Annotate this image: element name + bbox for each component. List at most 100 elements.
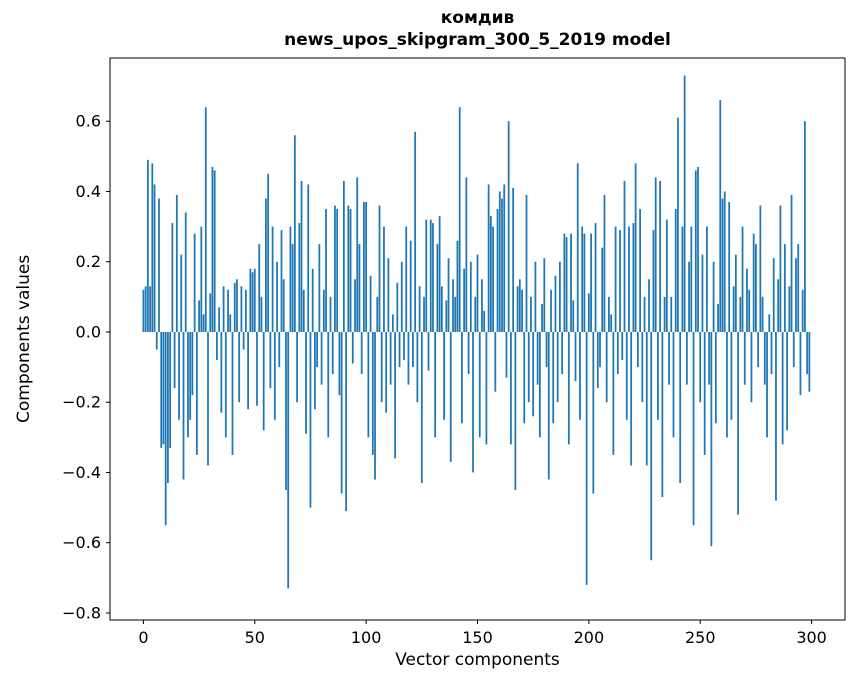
bar [670, 296, 673, 332]
bar [207, 331, 209, 466]
bar [182, 331, 185, 480]
bar [585, 331, 588, 585]
bar [643, 296, 646, 332]
bar [463, 268, 466, 332]
bar [603, 194, 606, 332]
bar [721, 198, 724, 332]
bar [445, 300, 448, 332]
bar [394, 331, 396, 459]
bar [211, 166, 214, 332]
bar [788, 286, 791, 332]
bar [755, 244, 757, 332]
y-tick-label: 0.4 [76, 182, 101, 201]
bar [383, 226, 385, 332]
x-tick-label: 150 [462, 628, 493, 647]
bar [797, 244, 800, 332]
bar [253, 268, 256, 332]
bar [501, 198, 503, 332]
bar [538, 331, 541, 438]
bar [510, 331, 512, 445]
bar [167, 331, 169, 484]
y-tick-label: −0.8 [62, 603, 101, 622]
bar [550, 289, 552, 332]
bar [200, 226, 203, 332]
bar [792, 331, 795, 368]
bar [282, 279, 285, 332]
bar [454, 296, 457, 332]
bar [240, 286, 243, 332]
bar [512, 187, 515, 332]
bar [734, 254, 737, 332]
bar [351, 331, 354, 364]
bar [592, 331, 595, 494]
bar [559, 261, 561, 332]
bar [474, 296, 477, 332]
bar [412, 331, 414, 368]
bar [772, 258, 775, 332]
bar [612, 331, 615, 455]
bar [790, 194, 793, 332]
bar [623, 180, 626, 332]
bar [534, 261, 537, 332]
bar [476, 254, 479, 332]
bar [242, 331, 245, 350]
bar [151, 163, 154, 332]
y-tick-label: 0.2 [76, 252, 101, 271]
bar [541, 303, 543, 332]
bar [238, 331, 241, 403]
bar [770, 331, 773, 375]
bar [674, 209, 677, 332]
bar [169, 331, 172, 448]
bar [220, 331, 223, 413]
bar [728, 202, 731, 332]
bar [714, 331, 717, 424]
bar [668, 331, 670, 385]
bar [614, 226, 617, 332]
bar [507, 121, 510, 332]
bar [741, 226, 744, 332]
bar [456, 240, 459, 332]
bar [316, 331, 319, 368]
bar [723, 191, 726, 332]
bar [688, 261, 690, 332]
bar [692, 331, 695, 526]
bar [276, 261, 278, 332]
bar [677, 117, 679, 332]
bar [610, 314, 613, 332]
bar [565, 237, 568, 332]
bar [236, 279, 238, 332]
bar [746, 268, 748, 332]
bar [403, 331, 405, 361]
bar [641, 331, 644, 403]
bar [374, 331, 376, 480]
bar [229, 314, 232, 332]
bar [244, 289, 247, 332]
bar [554, 275, 557, 332]
bar [280, 230, 283, 332]
bar [449, 331, 452, 462]
axes-spines [109, 57, 846, 621]
bar [289, 226, 292, 332]
bar [209, 293, 212, 332]
x-tick-label: 50 [245, 628, 265, 647]
bar [619, 230, 621, 332]
bar [458, 107, 461, 332]
bar [216, 331, 218, 361]
bar [605, 331, 608, 403]
bar [302, 289, 305, 332]
bar [440, 286, 443, 332]
x-tick-label: 250 [685, 628, 716, 647]
x-tick-label: 200 [574, 628, 605, 647]
bar [799, 331, 802, 396]
bar [423, 296, 425, 332]
bar [498, 191, 501, 332]
bar [305, 331, 307, 434]
bar [783, 244, 786, 332]
bar [645, 331, 648, 466]
bar [503, 184, 506, 332]
bar [187, 331, 189, 438]
bar [795, 258, 797, 332]
bar [625, 331, 628, 420]
